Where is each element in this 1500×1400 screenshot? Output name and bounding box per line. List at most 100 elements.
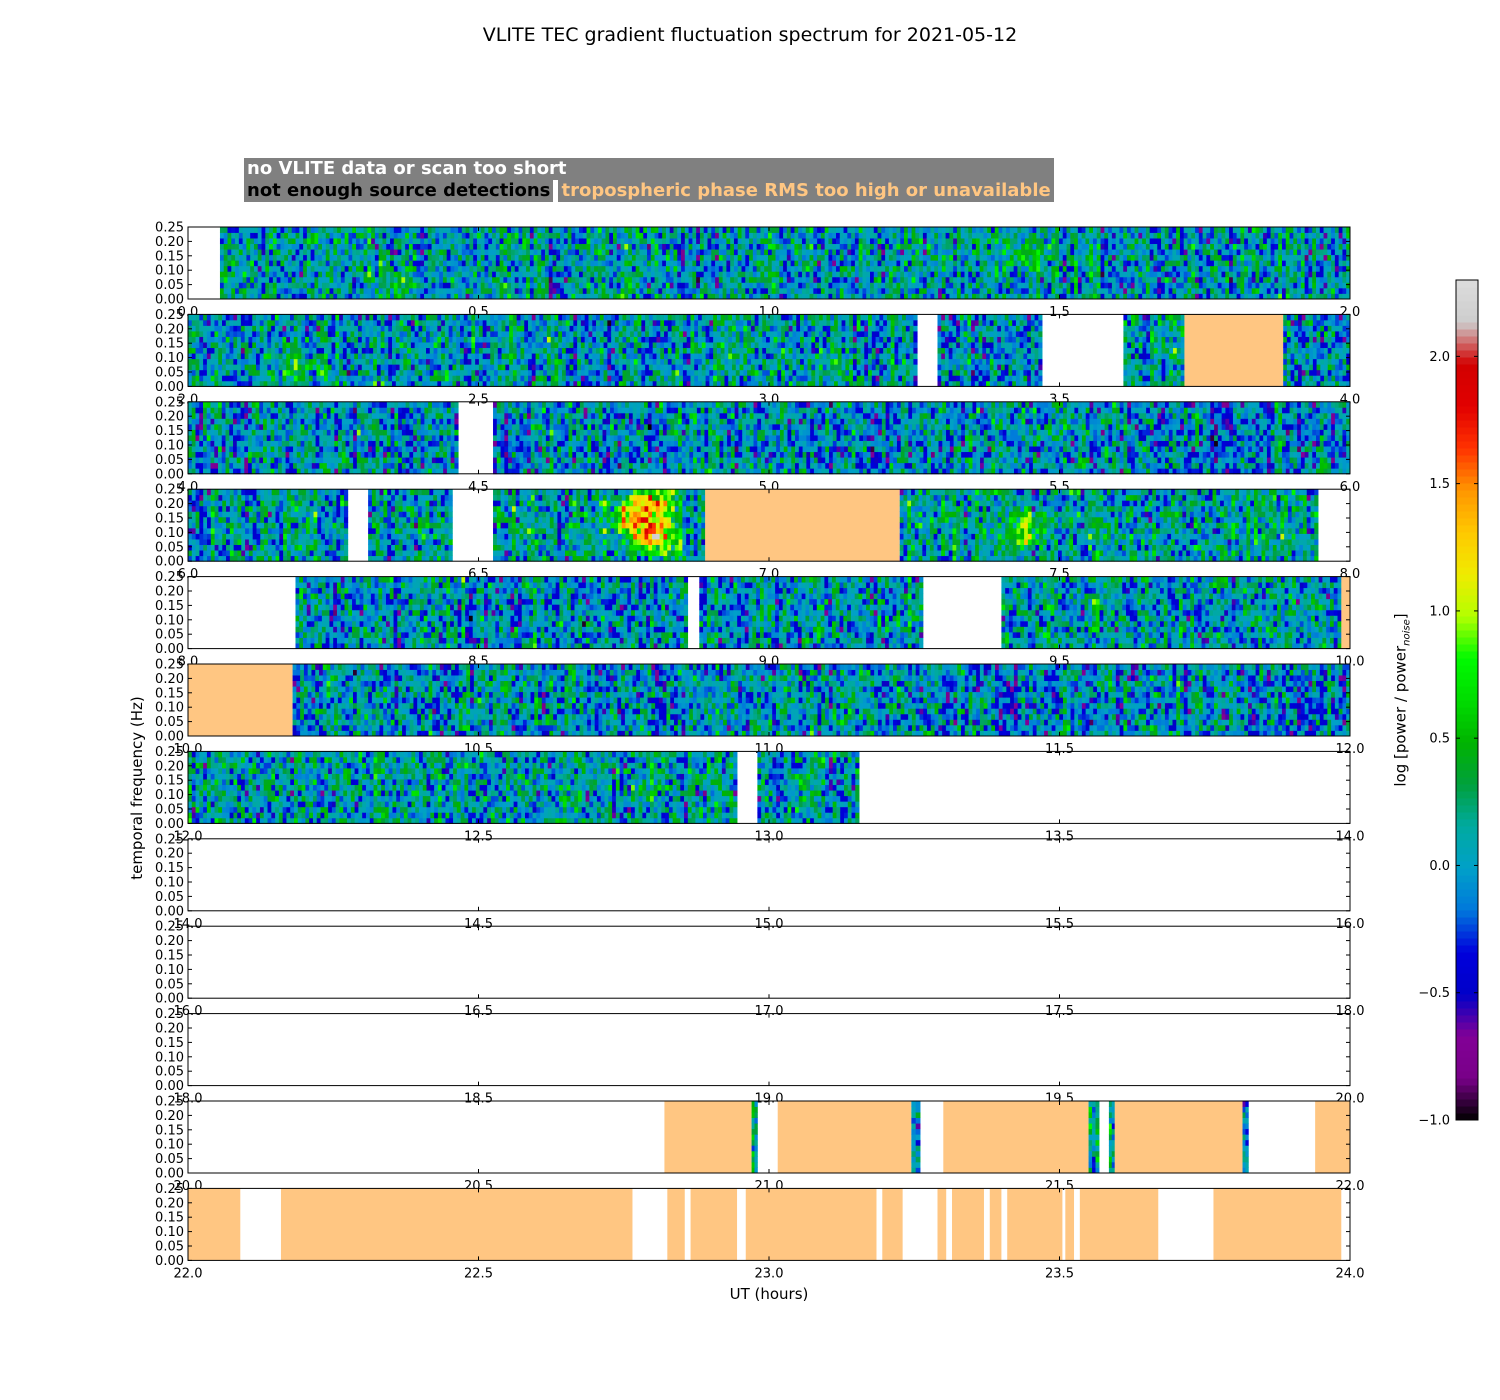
spectrum-cell: [274, 336, 280, 343]
spectrum-cell: [1119, 260, 1124, 267]
spectrum-cell: [1149, 293, 1154, 300]
spectrum-cell: [331, 325, 336, 332]
spectrum-cell: [1315, 287, 1321, 294]
spectrum-cell: [885, 249, 890, 256]
spectrum-cell: [271, 375, 276, 382]
spectrum-cell: [218, 331, 223, 337]
spectrum-cell: [1210, 287, 1215, 294]
spectrum-cell: [408, 260, 414, 267]
spectrum-cell: [1319, 254, 1324, 261]
spectrum-cell: [692, 287, 697, 294]
spectrum-cell: [718, 232, 724, 239]
spectrum-cell: [467, 325, 472, 332]
spectrum-cell: [265, 254, 270, 261]
spectrum-cell: [442, 249, 448, 256]
spectrum-cell: [272, 249, 278, 256]
spectrum-cell: [342, 369, 348, 376]
spectrum-cell: [382, 232, 387, 239]
spectrum-cell: [665, 243, 671, 250]
spectrum-cell: [467, 347, 472, 354]
spectrum-cell: [442, 238, 448, 245]
spectrum-cell: [847, 238, 852, 245]
spectrum-cell: [267, 319, 272, 326]
spectrum-cell: [475, 331, 480, 337]
spectrum-cell: [325, 238, 330, 245]
spectrum-cell: [1297, 282, 1302, 289]
spectrum-cell: [866, 287, 871, 294]
spectrum-cell: [888, 276, 894, 283]
spectrum-cell: [858, 243, 863, 250]
spectrum-cell: [650, 249, 655, 256]
spectrum-cell: [1244, 260, 1249, 267]
spectrum-cell: [1274, 260, 1279, 267]
spectrum-cell: [340, 232, 346, 239]
spectrum-cell: [820, 260, 826, 267]
spectrum-cell: [911, 287, 916, 294]
spectrum-cell: [594, 227, 599, 233]
spectrum-cell: [278, 369, 283, 376]
spectrum-cell: [1040, 243, 1045, 250]
spectrum-cell: [711, 276, 716, 283]
spectrum-cell: [388, 319, 393, 326]
spectrum-cell: [941, 293, 946, 300]
spectrum-cell: [507, 238, 512, 245]
spectrum-cell: [308, 314, 314, 321]
spectrum-cell: [365, 319, 370, 326]
spectrum-cell: [227, 249, 232, 256]
spectrum-cell: [1172, 287, 1177, 294]
spectrum-cell: [934, 265, 939, 272]
spectrum-cell: [227, 232, 232, 239]
spectrum-cell: [286, 336, 291, 343]
spectrum-cell: [1232, 238, 1238, 245]
spectrum-cell: [1104, 232, 1109, 239]
spectrum-cell: [444, 380, 450, 387]
spectrum-cell: [794, 265, 799, 272]
spectrum-cell: [473, 276, 478, 283]
spectrum-cell: [885, 254, 890, 261]
spectrum-cell: [267, 347, 272, 354]
spectrum-cell: [361, 314, 366, 321]
spectrum-cell: [284, 271, 289, 278]
spectrum-cell: [836, 232, 841, 239]
spectrum-cell: [647, 232, 652, 239]
spectrum-cell: [218, 375, 223, 382]
spectrum-cell: [235, 260, 240, 267]
spectrum-cell: [416, 271, 421, 278]
spectrum-cell: [790, 282, 795, 289]
spectrum-cell: [537, 282, 542, 289]
spectrum-cell: [1304, 293, 1309, 300]
spectrum-cell: [301, 319, 306, 326]
spectrum-cell: [1058, 254, 1064, 261]
spectrum-cell: [1198, 254, 1203, 261]
spectrum-cell: [318, 293, 323, 300]
spectrum-cell: [1338, 265, 1343, 272]
spectrum-cell: [397, 249, 402, 256]
spectrum-cell: [320, 347, 325, 354]
spectrum-cell: [327, 364, 332, 371]
spectrum-cell: [312, 314, 317, 321]
spectrum-cell: [429, 358, 434, 365]
spectrum-cell: [1338, 293, 1343, 300]
spectrum-cell: [1172, 260, 1177, 267]
spectrum-cell: [356, 260, 361, 267]
spectrum-cell: [873, 276, 878, 283]
spectrum-cell: [195, 358, 200, 365]
spectrum-cell: [586, 238, 591, 245]
spectrum-cell: [358, 336, 363, 343]
spectrum-cell: [866, 265, 871, 272]
spectrum-cell: [229, 353, 234, 360]
spectrum-cell: [1236, 243, 1241, 250]
spectrum-cell: [191, 336, 196, 343]
spectrum-cell: [1028, 238, 1033, 245]
spectrum-cell: [199, 380, 204, 387]
spectrum-cell: [322, 238, 327, 245]
spectrum-cell: [424, 276, 429, 283]
spectrum-cell: [960, 271, 965, 278]
spectrum-cell: [832, 227, 837, 233]
spectrum-cell: [480, 271, 485, 278]
spectrum-cell: [503, 276, 508, 283]
spectrum-cell: [1334, 243, 1340, 250]
spectrum-cell: [380, 353, 385, 360]
spectrum-cell: [235, 282, 240, 289]
spectrum-cell: [199, 347, 204, 354]
